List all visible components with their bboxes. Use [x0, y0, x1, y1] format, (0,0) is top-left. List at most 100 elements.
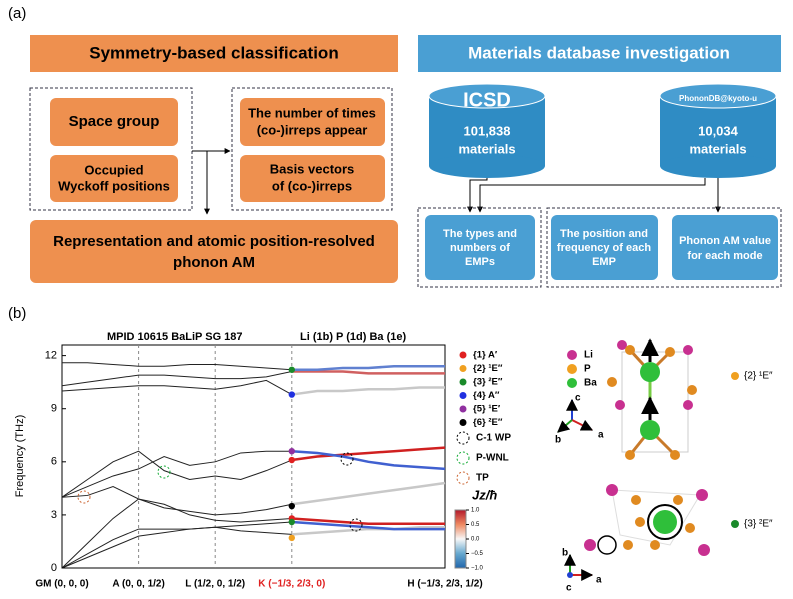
legend-dot: [459, 351, 467, 359]
band-line-colored: [291, 449, 446, 471]
legend-text: P-WNL: [476, 453, 509, 464]
box-text: Phonon AM value: [679, 235, 771, 247]
box-text: Occupied: [84, 162, 143, 177]
band-line: [61, 521, 292, 569]
box-text: Representation and atomic position-resol…: [53, 233, 375, 250]
legend-dot: [459, 378, 467, 386]
box-text: EMP: [592, 256, 616, 268]
species-dot: [567, 350, 577, 360]
database-cylinder: [428, 83, 546, 178]
box-text: The types and: [443, 228, 517, 240]
box: [425, 215, 535, 280]
band-line-colored: [291, 520, 445, 531]
k-mode-dot: [288, 518, 295, 526]
colorbar-tick-label: 0.0: [471, 537, 480, 543]
y-axis-label: Frequency (THz): [14, 415, 26, 498]
band-line-colored: [291, 517, 445, 526]
k-mode-dot: [288, 534, 295, 542]
legend-text: {4} A″: [473, 390, 500, 401]
species-label: P: [584, 364, 591, 375]
db-count: 10,034: [698, 123, 739, 138]
box-text: Basis vectors: [270, 161, 355, 176]
wp-circle: [349, 518, 363, 532]
colorbar-ticks: 1.0 0.5 0.0 −0.5 −1.0: [466, 508, 484, 572]
legend-circle: [456, 431, 470, 445]
y-tick-label: 3: [51, 509, 57, 521]
legend-dot: [459, 419, 467, 426]
box: [50, 98, 178, 146]
box-text: for each mode: [687, 250, 762, 262]
arrow: [467, 178, 488, 213]
box-text: numbers of: [450, 242, 510, 254]
axis-letter: c: [566, 583, 572, 594]
y-tick-label: 6: [51, 456, 57, 468]
legend-dot: [459, 405, 467, 413]
mode-dot: [731, 372, 739, 380]
band-line-colored: [291, 526, 445, 536]
dashed-group: [231, 87, 393, 211]
box-text: (co-)irreps appear: [257, 122, 368, 137]
wnl-circle: [157, 465, 171, 479]
band-line-colored: [291, 370, 445, 375]
mode-label: {2} ¹E″: [744, 371, 773, 382]
k-mode-dot: [288, 391, 295, 398]
axis-letter: b: [555, 435, 561, 446]
box: [672, 215, 778, 280]
band-line: [62, 362, 292, 371]
band-line-colored: [291, 446, 446, 462]
box: [240, 155, 385, 202]
colorbar-tick-label: −1.0: [471, 566, 484, 572]
box-text: phonon AM: [173, 254, 255, 271]
band-line: [61, 371, 292, 387]
box-text: The number of times: [248, 105, 376, 120]
panel-label: (b): [8, 305, 26, 322]
band-line: [61, 450, 292, 498]
legend-text: C-1 WP: [476, 433, 511, 444]
box-text: The position and: [560, 228, 648, 240]
band-line: [61, 450, 292, 498]
species-label: Li: [584, 350, 593, 361]
arrow: [477, 178, 706, 213]
colorbar-tick-label: 0.5: [471, 522, 480, 528]
k-mode-dot: [288, 366, 295, 373]
dashed-group: [29, 87, 193, 211]
k-mode-dot: [288, 456, 295, 464]
band-line-colored: [291, 481, 446, 506]
k-mode-dot: [288, 502, 295, 510]
header-box: [30, 35, 398, 72]
legend-circle: [456, 471, 470, 485]
legend-text: {5} ¹E′: [473, 404, 501, 415]
colorbar-tick-label: −0.5: [471, 551, 484, 557]
x-tick-label: L (1/2, 0, 1/2): [185, 579, 245, 590]
colorbar-tick-label: 1.0: [471, 508, 480, 514]
legend: {1} A′ {2} ¹E″ {3} ²E″ {4} A″ {5} ¹E′ {6} ²E″: [459, 350, 503, 428]
band-line: [61, 526, 292, 569]
bands: [61, 345, 446, 569]
y-tick-label: 12: [45, 350, 57, 362]
box-text: frequency of each: [557, 242, 651, 254]
legend-text: {2} ¹E″: [473, 363, 503, 374]
x-tick-label: GM (0, 0, 0): [35, 579, 88, 590]
box: [551, 215, 658, 280]
legend-text: {1} A′: [473, 350, 498, 361]
colorbar: [454, 509, 467, 569]
y-tick-label: 9: [51, 403, 57, 415]
db-unit: materials: [458, 141, 515, 156]
species-legend: Li P Ba: [567, 350, 597, 389]
mode-dot: [731, 520, 739, 528]
species-label: Ba: [584, 378, 597, 389]
legend-circle: [456, 451, 470, 465]
legend-text: TP: [476, 473, 489, 484]
box-text: EMPs: [465, 256, 495, 268]
db-name: ICSD: [463, 89, 511, 111]
panel-label: (a): [8, 5, 26, 22]
band-line: [61, 486, 292, 516]
db-name: PhononDB@kyoto-u: [679, 94, 757, 103]
axis-letter: a: [598, 430, 604, 441]
dashed-group: [417, 207, 542, 288]
plot-frame: [61, 344, 446, 569]
band-line: [61, 379, 293, 395]
x-tick-label: A (0, 0, 1/2): [112, 579, 164, 590]
dashed-group: [546, 207, 782, 288]
legend-dot: [459, 392, 467, 399]
